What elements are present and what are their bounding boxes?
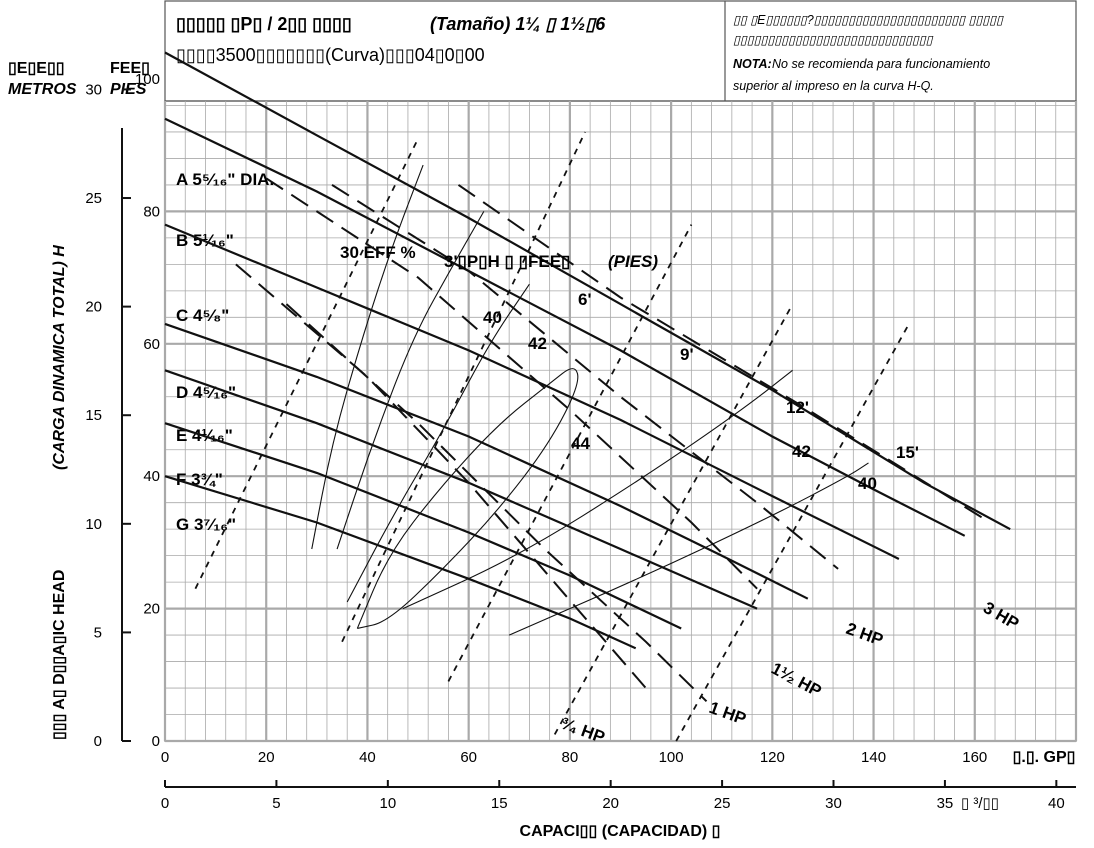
y-tick-label-feet: 100 [135, 71, 160, 88]
x-tick-label-m3h: 20 [602, 795, 619, 812]
efficiency-label: 44 [571, 434, 590, 453]
note-es-1: No se recomienda para funcionamiento [772, 57, 990, 71]
y-tick-label-meters: 5 [94, 624, 102, 641]
x-tick-label-gpm: 160 [962, 749, 987, 766]
x-tick-label-gpm: 140 [861, 749, 886, 766]
y-tick-label-feet: 60 [143, 336, 160, 353]
header-note: ▯▯ ▯E▯▯▯▯▯▯?▯▯▯▯▯▯▯▯▯▯▯▯▯▯▯▯▯▯▯▯▯▯ ▯▯▯▯▯… [733, 13, 1004, 93]
y-tick-label-meters: 0 [94, 733, 102, 750]
horsepower-label: 2 HP [844, 619, 886, 650]
efficiency-label: 30 EFF % [340, 243, 416, 262]
horsepower-line [285, 303, 708, 703]
header-size: (Tamaño) 1¼ ▯ 1½▯6 [430, 14, 606, 34]
x-tick-label-m3h: 25 [714, 795, 731, 812]
header-line2: ▯▯▯▯3500▯▯▯▯▯▯▯(Curva)▯▯▯04▯0▯00 [176, 45, 485, 65]
npshr-line [341, 131, 586, 643]
unit-feet-top: FEE▯ [110, 60, 150, 77]
x-tick-label-m3h: 0 [161, 795, 169, 812]
impeller-curve [164, 422, 682, 630]
efficiency-curve [402, 369, 793, 610]
horsepower-line [265, 177, 758, 590]
note-en-2: ▯▯▯▯▯▯▯▯▯▯▯▯▯▯▯▯▯▯▯▯▯▯▯▯▯▯▯▯▯ [733, 33, 934, 47]
efficiency-curve [346, 283, 530, 603]
horsepower-label: ³⁄₄ HP [559, 714, 608, 747]
horsepower-label: 1 HP [707, 698, 749, 729]
impeller-label: C 4⁵⁄₈" [176, 306, 229, 325]
npshr-line [675, 323, 910, 742]
horsepower-label: 3 HP [980, 598, 1022, 633]
x-tick-label-gpm: 0 [161, 749, 169, 766]
efficiency-label: 42 [528, 334, 547, 353]
efficiency-curve [356, 368, 579, 629]
impeller-curve [164, 475, 637, 650]
x-axis-title: CAPACI▯▯ (CAPACIDAD) ▯ [520, 823, 721, 840]
x-tick-label-m3h: 40 [1048, 795, 1065, 812]
npshr-label: 6' [578, 290, 592, 309]
x-tick-label-m3h: 15 [491, 795, 508, 812]
note-es-2: superior al impreso en la curva H-Q. [733, 79, 934, 93]
y-tick-label-feet: 80 [143, 203, 160, 220]
x-tick-label-m3h: 5 [272, 795, 280, 812]
header-title: ▯▯▯▯▯ ▯P▯ / 2▯▯ ▯▯▯▯ (Tamaño) 1¼ ▯ 1½▯6 … [176, 14, 606, 65]
efficiency-label: 40 [858, 474, 877, 493]
efficiency-curve [336, 211, 485, 550]
npshr-line [447, 224, 693, 682]
horsepower-line [235, 263, 647, 689]
npshr-label: 15' [896, 443, 919, 462]
y-tick-label-meters: 20 [85, 299, 102, 316]
x-tick-label-gpm: 100 [659, 749, 684, 766]
horsepower-line [331, 184, 839, 570]
x-tick-label-m3h: 35 [937, 795, 954, 812]
efficiency-curve [508, 462, 869, 636]
x-tick-label-gpm: 20 [258, 749, 275, 766]
unit-meters: METROS [8, 81, 77, 98]
x-unit-gpm: ▯.▯. GP▯ [1013, 749, 1076, 766]
horsepower-line [457, 184, 991, 524]
grid [163, 101, 1078, 743]
efficiency-curve [311, 164, 424, 550]
x-tick-label-gpm: 80 [562, 749, 579, 766]
impeller-label: A 5⁵⁄₁₆" DIA. [176, 170, 274, 189]
npshr-line [553, 303, 794, 735]
x-axis: 0 20 40 60 80 100 120 140 160 0 5 10 15 20 25 30 35 40 [161, 749, 1076, 812]
x-tick-label-gpm: 40 [359, 749, 376, 766]
x-tick-label-m3h: 10 [379, 795, 396, 812]
horsepower-label: 1¹⁄₂ HP [768, 659, 824, 701]
x-unit-m3h: ▯ ³/▯▯ [961, 795, 999, 812]
efficiency-label: 42 [792, 442, 811, 461]
y-tick-label-meters: 15 [85, 407, 102, 424]
impeller-curve [164, 369, 758, 610]
x-tick-label-m3h: 30 [825, 795, 842, 812]
y-tick-label-feet: 40 [143, 468, 160, 485]
npsh-title-es: (PIES) [608, 252, 658, 271]
y-axis-title-en: ▯▯▯ A▯ D▯▯A▯IC HEAD [51, 570, 68, 740]
impeller-label: G 3⁷⁄₁₆" [176, 515, 236, 534]
note-label: NOTA: [733, 57, 772, 71]
impeller-label: D 4⁵⁄₁₆" [176, 383, 236, 402]
impeller-curve [164, 117, 966, 537]
y-axis-title-es: (CARGA DINAMICA TOTAL) H [51, 245, 68, 470]
y-tick-label-feet: 20 [143, 601, 160, 618]
x-tick-label-gpm: 120 [760, 749, 785, 766]
x-tick-label-gpm: 60 [460, 749, 477, 766]
impeller-curve [164, 223, 900, 560]
y-tick-label-feet: 0 [152, 733, 160, 750]
npsh-title: 3'▯P▯H ▯ ▯FEE▯ [444, 252, 570, 271]
unit-meters-top: ▯E▯E▯▯ [8, 60, 65, 77]
y-axis-meters: 05101520253035204060801000 [85, 71, 160, 750]
y-tick-label-meters: 25 [85, 190, 102, 207]
efficiency-label: 40 [483, 308, 502, 327]
note-en-1: ▯▯ ▯E▯▯▯▯▯▯?▯▯▯▯▯▯▯▯▯▯▯▯▯▯▯▯▯▯▯▯▯▯ ▯▯▯▯▯ [733, 13, 1004, 27]
header-line1: ▯▯▯▯▯ ▯P▯ / 2▯▯ ▯▯▯▯ [176, 14, 352, 34]
y-tick-label-meters: 10 [85, 516, 102, 533]
npshr-label: 9' [680, 345, 694, 364]
y-tick-label-meters: 30 [85, 81, 102, 98]
npshr-label: 12' [786, 398, 809, 417]
impeller-curve [164, 322, 809, 600]
